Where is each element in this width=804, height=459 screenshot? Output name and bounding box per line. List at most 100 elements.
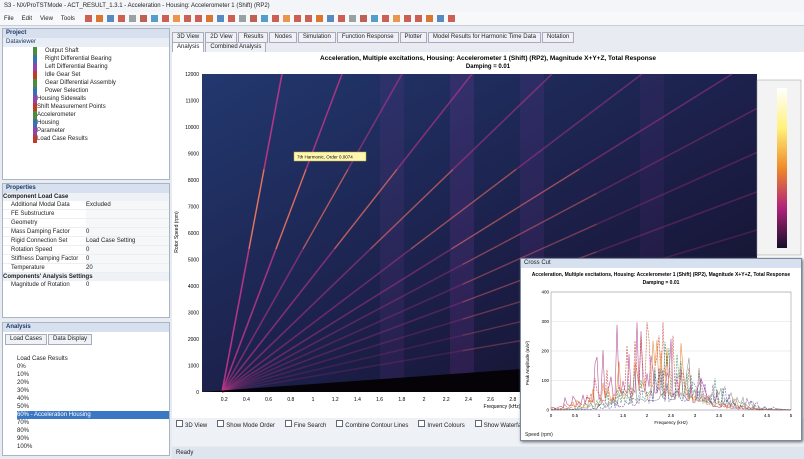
toolbar-button[interactable]: [250, 15, 257, 22]
list-item[interactable]: 80%: [17, 427, 169, 435]
toolbar-button[interactable]: [217, 15, 224, 22]
list-item[interactable]: 70%: [17, 419, 169, 427]
toolbar-button[interactable]: [151, 15, 158, 22]
response-curve: [551, 322, 791, 410]
toolbar-button[interactable]: [316, 15, 323, 22]
checkbox-option[interactable]: Show Mode Order: [217, 420, 275, 429]
toolbar-button[interactable]: [393, 15, 400, 22]
list-item[interactable]: Load Case Results: [17, 355, 169, 363]
toolbar-button[interactable]: [162, 15, 169, 22]
toolbar-button[interactable]: [448, 15, 455, 22]
checkbox-option[interactable]: Invert Colours: [418, 420, 464, 429]
toolbar-button[interactable]: [195, 15, 202, 22]
toolbar-button[interactable]: [415, 15, 422, 22]
tree-item[interactable]: Power Selection: [33, 87, 169, 95]
toolbar-button[interactable]: [294, 15, 301, 22]
toolbar-button[interactable]: [382, 15, 389, 22]
tree-item[interactable]: Output Shaft: [33, 47, 169, 55]
section-title: Component Load Case: [3, 193, 169, 201]
property-value: 0: [86, 246, 169, 254]
panel-title: Project: [3, 29, 169, 38]
toolbar-button[interactable]: [371, 15, 378, 22]
property-name: Geometry: [3, 219, 86, 227]
toolbar-button[interactable]: [360, 15, 367, 22]
tree-item[interactable]: Parameter: [33, 127, 169, 135]
toolbar-button[interactable]: [283, 15, 290, 22]
property-row: Rigid Connection SetLoad Case Setting: [3, 237, 169, 246]
menu-item[interactable]: Edit: [22, 16, 32, 22]
tree-item[interactable]: Left Differential Bearing: [33, 63, 169, 71]
x-tick-label: 1.4: [354, 397, 361, 403]
toolbar-button[interactable]: [272, 15, 279, 22]
toolbar-button[interactable]: [261, 15, 268, 22]
toolbar-button[interactable]: [107, 15, 114, 22]
toolbar-button[interactable]: [349, 15, 356, 22]
list-item[interactable]: 90%: [17, 435, 169, 443]
list-item[interactable]: 40%: [17, 395, 169, 403]
tree-item[interactable]: Housing Sidewalls: [33, 95, 169, 103]
toolbar-button[interactable]: [118, 15, 125, 22]
list-item[interactable]: 0%: [17, 363, 169, 371]
checkbox-label: Combine Contour Lines: [345, 423, 408, 429]
toolbar-button[interactable]: [404, 15, 411, 22]
y-tick-label: 3000: [188, 311, 199, 317]
tree-item[interactable]: Right Differential Bearing: [33, 55, 169, 63]
toolbar: File Edit View Tools: [0, 12, 804, 26]
y-tick-label: 10000: [185, 125, 199, 131]
property-row: FE Substructure: [3, 210, 169, 219]
list-item[interactable]: 100%: [17, 443, 169, 451]
tab[interactable]: Load Cases: [5, 334, 47, 345]
list-item[interactable]: 10%: [17, 371, 169, 379]
y-tick-label: 12000: [185, 72, 199, 78]
menu-item[interactable]: View: [40, 16, 53, 22]
list-item[interactable]: 30%: [17, 387, 169, 395]
toolbar-button[interactable]: [228, 15, 235, 22]
x-tick-label: 0.6: [265, 397, 272, 403]
tab[interactable]: Data Display: [48, 334, 92, 345]
toolbar-button[interactable]: [305, 15, 312, 22]
checkbox-option[interactable]: 3D View: [176, 420, 207, 429]
menu-item[interactable]: File: [4, 16, 14, 22]
checkbox-option[interactable]: Fine Search: [285, 420, 326, 429]
tree-item[interactable]: Accelerometer: [33, 111, 169, 119]
tree-item[interactable]: Housing: [33, 119, 169, 127]
x-tick-label: 1: [312, 397, 315, 403]
toolbar-button[interactable]: [426, 15, 433, 22]
toolbar-button[interactable]: [338, 15, 345, 22]
toolbar-button[interactable]: [206, 15, 213, 22]
tree-item[interactable]: Shift Measurement Points: [33, 103, 169, 111]
toolbar-button[interactable]: [327, 15, 334, 22]
toolbar-button[interactable]: [173, 15, 180, 22]
properties-panel: Properties Component Load Case Additiona…: [2, 183, 170, 318]
checkbox-label: Invert Colours: [427, 423, 464, 429]
y-tick-label: 7000: [188, 205, 199, 211]
title-bar: S3 - NX/ProTSTMode - ACT_RESULT_1.3.1 - …: [0, 0, 804, 12]
toolbar-button[interactable]: [140, 15, 147, 22]
toolbar-button[interactable]: [85, 15, 92, 22]
y-axis-label: Rotor Speed (rpm): [174, 211, 180, 253]
x-tick-label: 0.4: [243, 397, 250, 403]
x-axis-label: Frequency (kHz): [484, 404, 521, 410]
list-item[interactable]: 60% - Acceleration Housing: [17, 411, 169, 419]
x-tick-label: 0.8: [287, 397, 294, 403]
app: S3 - NX/ProTSTMode - ACT_RESULT_1.3.1 - …: [0, 0, 804, 459]
toolbar-button[interactable]: [437, 15, 444, 22]
x-tick-label: 4.5: [764, 413, 771, 418]
response-curve: [551, 368, 791, 410]
list-item[interactable]: 20%: [17, 379, 169, 387]
tree-item[interactable]: Gear Differential Assembly: [33, 79, 169, 87]
tree-item[interactable]: Idle Gear Set: [33, 71, 169, 79]
checkbox-option[interactable]: Combine Contour Lines: [336, 420, 408, 429]
list-item[interactable]: 50%: [17, 403, 169, 411]
toolbar-button[interactable]: [239, 15, 246, 22]
x-tick-label: 2.2: [443, 397, 450, 403]
toolbar-button[interactable]: [129, 15, 136, 22]
property-name: Mass Damping Factor: [3, 228, 86, 236]
toolbar-button[interactable]: [184, 15, 191, 22]
menu-item[interactable]: Tools: [61, 16, 75, 22]
tree-item[interactable]: Load Case Results: [33, 135, 169, 143]
toolbar-button[interactable]: [96, 15, 103, 22]
x-tick-label: 2.8: [509, 397, 516, 403]
checkbox: [418, 420, 425, 427]
